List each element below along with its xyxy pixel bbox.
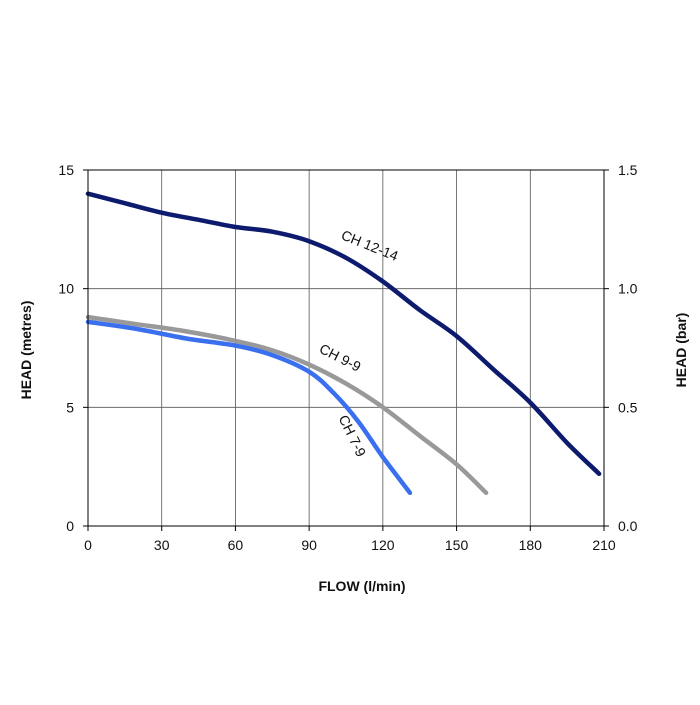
x-tick-label: 0 — [84, 537, 92, 553]
x-tick-label: 150 — [445, 537, 469, 553]
series-label: CH 7-9 — [336, 412, 370, 459]
x-tick-label: 90 — [301, 537, 317, 553]
x-tick-label: 30 — [154, 537, 170, 553]
series-layer — [85, 191, 602, 496]
x-tick-label: 180 — [519, 537, 543, 553]
x-tick-label: 120 — [371, 537, 395, 553]
y2-tick-label: 0.0 — [618, 518, 638, 534]
y-tick-label: 5 — [66, 399, 74, 415]
x-tick-label: 210 — [592, 537, 616, 553]
y-tick-label: 15 — [58, 162, 74, 178]
tick-label-layer: 0 30 60 90 120 150 180 210 0 5 10 15 0.0 0.5 1.0 1.5 — [58, 162, 637, 553]
grid-layer — [87, 169, 605, 527]
y-tick-label: 10 — [58, 281, 74, 297]
series-line-ch-9-9 — [85, 314, 489, 496]
plot-frame — [87, 169, 605, 527]
y2-tick-label: 1.0 — [618, 281, 638, 297]
series-line-ch-12-14 — [85, 191, 602, 477]
x-tick-label: 60 — [228, 537, 244, 553]
y-tick-label: 0 — [66, 518, 74, 534]
y2-tick-label: 0.5 — [618, 399, 638, 415]
y2-tick-label: 1.5 — [618, 162, 638, 178]
y-axis-title: HEAD (metres) — [18, 301, 34, 400]
x-axis-title: FLOW (l/min) — [318, 578, 405, 594]
y2-axis-title: HEAD (bar) — [673, 313, 689, 388]
series-line-ch-7-9 — [85, 319, 413, 496]
